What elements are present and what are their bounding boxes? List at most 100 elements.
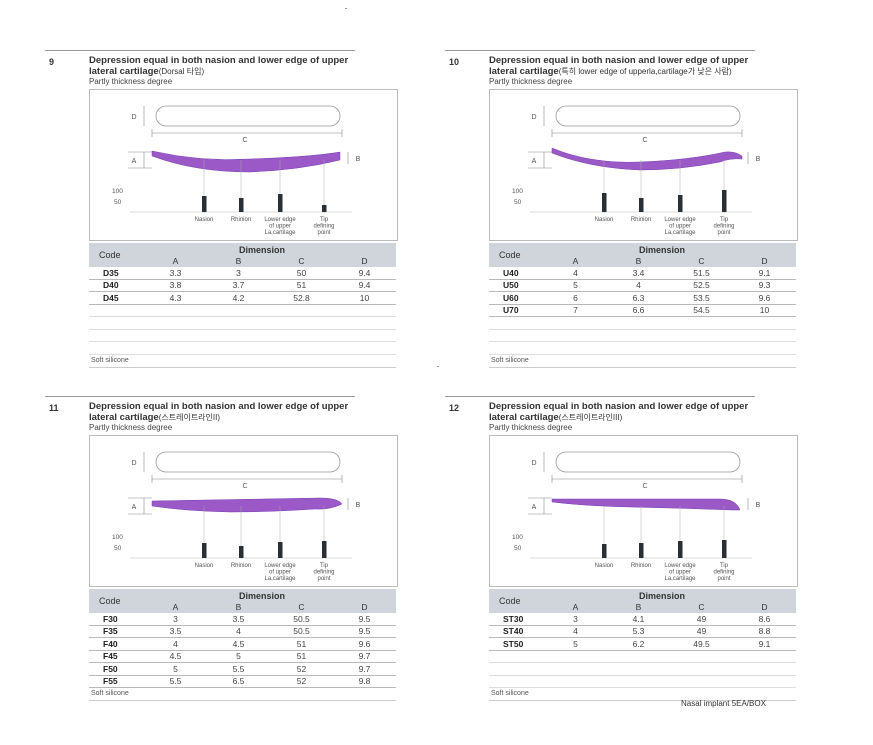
product-panel-10: 10 Depression equal in both nasion and l… [445, 50, 798, 368]
dimension-value: 5 [173, 663, 178, 674]
model-code: D35 [103, 267, 119, 278]
dimension-value: 3.3 [169, 267, 182, 278]
implant-side-profile [151, 150, 341, 173]
dimension-value: 6.3 [632, 292, 645, 303]
table-row-empty [489, 342, 796, 355]
dimension-value: 51 [296, 638, 307, 649]
panel-title: Depression equal in both nasion and lowe… [89, 55, 359, 77]
dimension-value: 4.2 [232, 292, 245, 303]
model-code: U60 [503, 292, 519, 303]
dimension-letter: B [235, 602, 242, 612]
dimension-value: 9.5 [358, 626, 371, 637]
point-label: of upper [269, 224, 291, 230]
dimension-letters: A B C D [544, 256, 796, 266]
dimension-value: 8.6 [758, 613, 771, 624]
dimension-letter: C [698, 602, 705, 612]
dimension-letters: A B C D [144, 256, 396, 266]
point-label: Nasion [595, 217, 614, 223]
scale-label-50: 50 [514, 545, 522, 552]
dimension-table: Code Dimension A B C D U40 4 3.4 51.5 9.1 U50 5 4 52.5… [489, 243, 796, 368]
scale-label-100: 100 [512, 534, 523, 541]
point-label: defining [713, 224, 734, 230]
dimension-letter: A [172, 256, 179, 266]
product-panel-9: 9 Depression equal in both nasion and lo… [45, 50, 398, 368]
scale-label-100: 100 [512, 188, 523, 195]
dimension-letter: A [572, 602, 579, 612]
dimension-value: 10 [759, 305, 770, 316]
dimension-value: 9.6 [358, 638, 371, 649]
implant-top-outline [155, 451, 341, 473]
point-label: point [717, 576, 730, 582]
dimension-value: 9.4 [358, 280, 371, 291]
model-code: ST40 [503, 626, 524, 637]
product-panel-12: 12 Depression equal in both nasion and l… [445, 396, 798, 701]
dimension-value: 3.8 [169, 280, 182, 291]
material-label: Soft silicone [89, 355, 396, 368]
dimension-value: 49 [696, 626, 707, 637]
panel-title: Depression equal in both nasion and lowe… [489, 401, 759, 423]
panel-subtitle: Partly thickness degree [89, 423, 173, 432]
implant-top-outline [555, 105, 741, 127]
dimension-letter: C [698, 256, 705, 266]
dimension-letter: D [761, 256, 768, 266]
point-label: Rhinion [631, 563, 651, 569]
dimension-value: 5.5 [232, 663, 245, 674]
table-row: ST40 4 5.3 49 8.8 [489, 626, 796, 638]
panel-header: 12 Depression equal in both nasion and l… [445, 396, 755, 431]
table-row: F35 3.5 4 50.5 9.5 [89, 626, 396, 638]
dim-a-label: A [132, 504, 137, 511]
panel-header: 11 Depression equal in both nasion and l… [45, 396, 355, 431]
table-row: F40 4 4.5 51 9.6 [89, 638, 396, 651]
scale-label-50: 50 [114, 199, 122, 206]
dimension-value: 51 [296, 651, 307, 662]
scale-label-50: 50 [514, 199, 522, 206]
dim-b-label: B [356, 502, 361, 509]
point-label: Tip [720, 563, 729, 569]
model-code: D45 [103, 292, 119, 303]
dimension-value: 6 [573, 292, 578, 303]
thickness-bar [322, 541, 327, 558]
dim-b-label: B [756, 156, 761, 163]
panel-title-text: Depression equal in both nasion and lowe… [489, 55, 749, 77]
point-label: of upper [269, 570, 291, 576]
implant-diagram: D C A B 100 50 Nasion Rhinion Lower edge of upper… [489, 89, 798, 241]
dimension-value: 49.5 [693, 638, 710, 649]
panel-number: 12 [449, 403, 460, 413]
panel-subtitle: Partly thickness degree [489, 77, 573, 86]
panel-title-suffix: (스트레이트라인II) [158, 413, 221, 422]
panel-title-suffix: (스트레이트라인III) [558, 413, 623, 422]
dimension-value: 4.3 [169, 292, 182, 303]
point-label: of upper [669, 224, 691, 230]
model-code: ST50 [503, 638, 524, 649]
dimension-value: 9.7 [358, 651, 371, 662]
dim-a-label: A [132, 158, 137, 165]
dimension-value: 3 [236, 267, 241, 278]
table-row: F50 5 5.5 52 9.7 [89, 663, 396, 676]
point-label: La,cartilage [664, 576, 696, 582]
scan-mark [437, 366, 439, 367]
implant-top-outline [555, 451, 741, 473]
dimension-value: 9.3 [758, 280, 771, 291]
dim-d-label: D [531, 114, 536, 121]
table-row-empty [489, 676, 796, 688]
dimension-table: Code Dimension A B C D D35 3.3 3 50 9.4 D40 3.8 3.7 51… [89, 243, 396, 368]
model-code: F30 [103, 613, 118, 624]
panel-header: 10 Depression equal in both nasion and l… [445, 50, 755, 85]
implant-diagram: D C A B 100 50 Nasion Rhinion Lower edge of upper… [89, 435, 398, 587]
dimension-value: 3.4 [632, 267, 645, 278]
table-row-empty [89, 330, 396, 342]
dimension-value: 54.5 [693, 305, 710, 316]
point-label: Nasion [195, 563, 214, 569]
implant-side-profile [551, 498, 741, 511]
point-label: Tip [720, 217, 729, 223]
table-header: Code Dimension A B C D [89, 243, 396, 267]
dimension-value: 9.6 [758, 292, 771, 303]
dimension-value: 4 [236, 626, 241, 637]
dimension-letters: A B C D [144, 602, 396, 612]
panel-title-suffix: (특히 lower edge of upperla,cartilage가 낮은 … [558, 67, 732, 76]
panel-number: 11 [49, 403, 59, 413]
thickness-bar [602, 544, 607, 558]
table-row-empty [489, 663, 796, 676]
dimension-value: 9.1 [758, 267, 771, 278]
